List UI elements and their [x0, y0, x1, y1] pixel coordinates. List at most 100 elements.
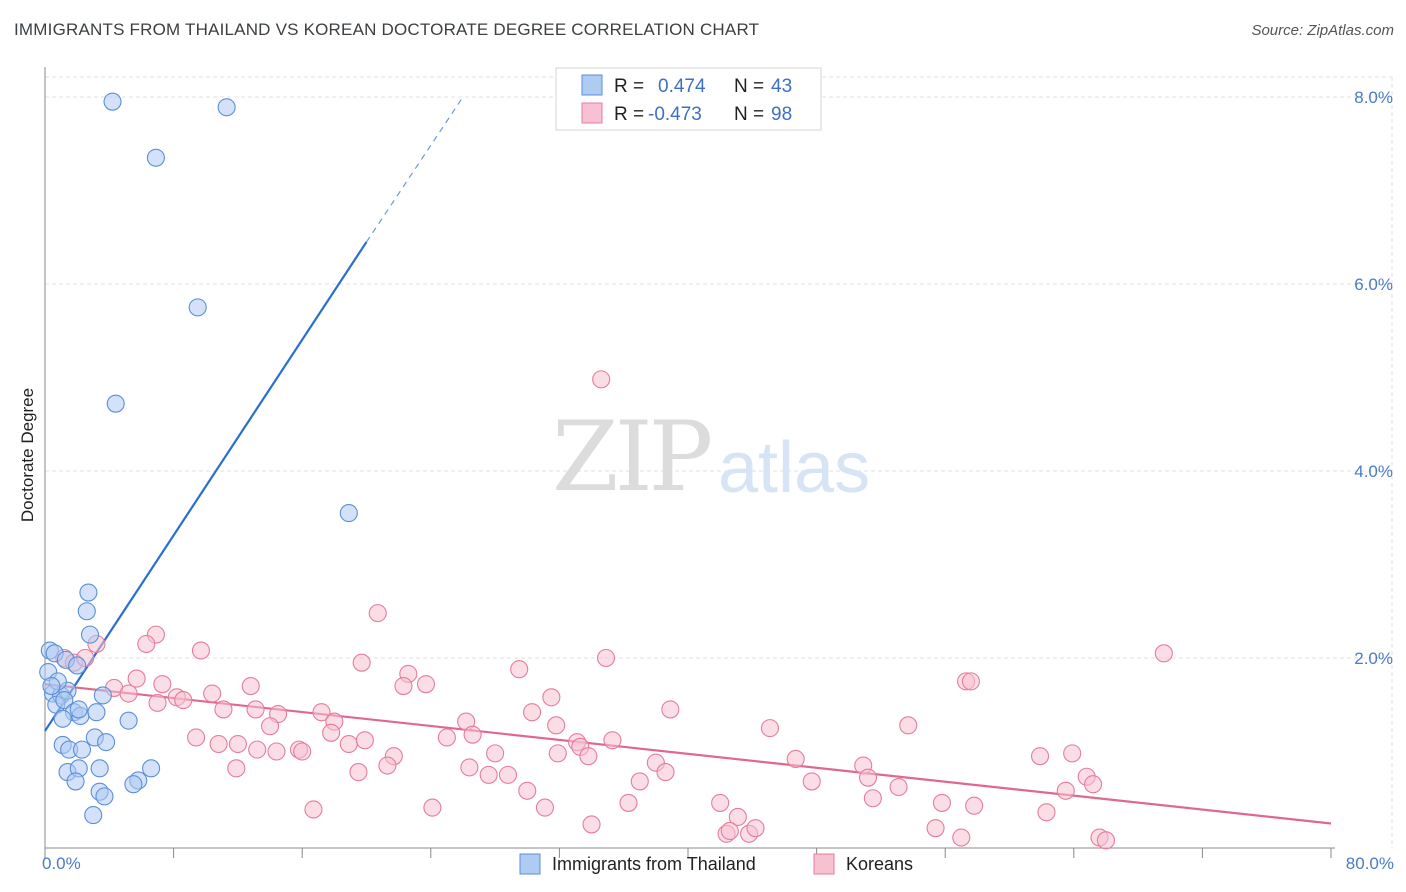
y-tick-label: 2.0% — [1354, 649, 1393, 668]
korean-point — [961, 672, 980, 691]
korean-point — [863, 789, 882, 808]
korean-point — [889, 777, 908, 797]
thailand-point — [80, 625, 100, 644]
korean-point — [711, 793, 730, 812]
korean-point — [260, 717, 280, 736]
x-tick-label: 80.0% — [1346, 854, 1394, 873]
korean-point — [322, 723, 341, 742]
thailand-point — [146, 148, 165, 167]
korean-point — [656, 763, 675, 782]
thailand-point — [339, 504, 358, 523]
korean-point — [416, 675, 436, 694]
korean-point — [293, 742, 312, 761]
thailand-point — [68, 656, 87, 675]
korean-point — [191, 641, 210, 660]
bottom-legend-swatch-thailand — [519, 853, 541, 875]
korean-point — [203, 684, 222, 703]
thailand-point — [124, 775, 143, 794]
korean-point — [1063, 744, 1082, 763]
korean-point — [592, 370, 611, 389]
korean-point — [1096, 831, 1115, 850]
legend-n-value: 43 — [771, 76, 792, 97]
korean-point — [802, 772, 821, 791]
thailand-point — [87, 703, 106, 722]
korean-point — [786, 749, 805, 769]
korean-point — [899, 716, 918, 735]
korean-point — [858, 768, 878, 787]
data-points — [39, 92, 1173, 850]
thailand-point — [93, 686, 112, 705]
korean-point — [460, 758, 479, 777]
legend-swatch-thailand — [581, 74, 603, 96]
korean-point — [246, 700, 265, 719]
korean-point — [463, 725, 482, 744]
axes: 2.0% 4.0% 6.0% 8.0% 0.0% 80.0% — [42, 67, 1394, 873]
bottom-legend-label-thailand: Immigrants from Thailand — [552, 854, 756, 874]
legend-swatch-koreans — [581, 102, 603, 124]
thailand-point — [217, 98, 236, 117]
thailand-trend-extension — [366, 96, 464, 243]
thailand-point — [53, 709, 72, 728]
thailand-point — [77, 602, 96, 621]
korean-point — [603, 731, 622, 750]
korean-point — [119, 684, 138, 703]
source-credit: Source: ZipAtlas.com — [1251, 22, 1394, 39]
korean-point — [437, 728, 456, 747]
legend-r-label: R = — [614, 76, 644, 97]
watermark-zip: ZIP — [552, 401, 711, 513]
thailand-point — [142, 759, 161, 778]
korean-point — [174, 691, 193, 710]
korean-point — [720, 821, 739, 841]
thailand-point — [84, 806, 103, 825]
thailand-point — [55, 691, 74, 710]
thailand-point — [95, 787, 114, 806]
korean-point — [153, 675, 172, 694]
korean-point — [952, 828, 971, 847]
korean-point — [228, 734, 247, 754]
korean-point — [932, 793, 952, 812]
y-tick-label: 4.0% — [1354, 462, 1393, 481]
korean-point — [619, 793, 638, 812]
korean-point — [582, 815, 601, 834]
thailand-point — [106, 394, 125, 413]
watermark-atlas: atlas — [718, 428, 870, 508]
korean-point — [542, 688, 561, 707]
korean-point — [510, 660, 529, 679]
korean-point — [378, 756, 397, 775]
korean-point — [227, 759, 246, 778]
legend-n-label: N = — [734, 76, 764, 97]
korean-point — [1084, 775, 1103, 794]
korean-trend-line — [44, 683, 1332, 825]
korean-point — [355, 731, 374, 750]
korean-point — [187, 728, 206, 747]
korean-point — [579, 747, 598, 766]
korean-point — [486, 744, 505, 763]
thailand-point — [188, 298, 207, 317]
korean-point — [339, 734, 358, 754]
korean-point — [148, 693, 167, 712]
legend-n-value: 98 — [771, 104, 792, 125]
korean-point — [1154, 644, 1173, 663]
korean-point — [535, 798, 554, 817]
chart-title: IMMIGRANTS FROM THAILAND VS KOREAN DOCTO… — [14, 20, 760, 39]
korean-point — [661, 700, 680, 719]
legend-r-value: 0.474 — [658, 76, 706, 97]
thailand-point — [66, 772, 85, 791]
korean-point — [746, 819, 765, 838]
thailand-point — [72, 740, 92, 759]
y-axis-label: Doctorate Degree — [18, 388, 37, 522]
korean-point — [630, 772, 649, 791]
thailand-point — [97, 733, 116, 752]
korean-point — [241, 676, 260, 696]
watermark: ZIP atlas — [552, 401, 870, 513]
legend-n-label: N = — [734, 104, 764, 125]
bottom-legend-swatch-koreans — [813, 853, 835, 875]
thailand-point — [42, 676, 61, 696]
korean-point — [349, 763, 368, 782]
korean-point — [1037, 803, 1056, 822]
korean-point — [352, 653, 371, 672]
thailand-point — [103, 92, 122, 111]
legend-r-label: R = — [614, 104, 644, 125]
y-tick-label: 8.0% — [1354, 88, 1393, 107]
